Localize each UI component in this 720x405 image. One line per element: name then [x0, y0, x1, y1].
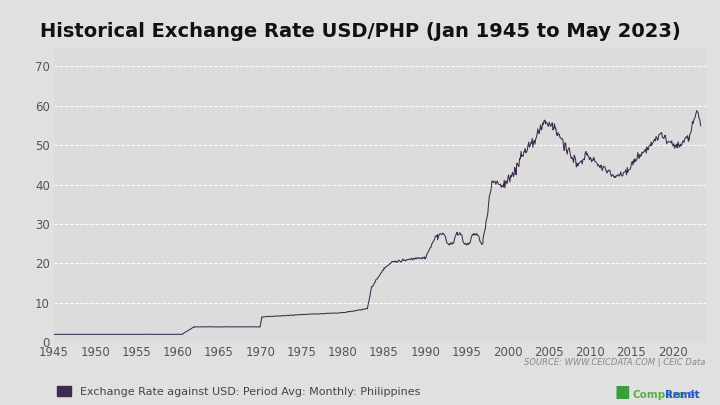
- Text: ®: ®: [688, 391, 696, 400]
- Text: ■: ■: [615, 383, 631, 401]
- Text: Compare: Compare: [632, 390, 685, 400]
- Text: SOURCE: WWW.CEICDATA.COM | CEIC Data: SOURCE: WWW.CEICDATA.COM | CEIC Data: [524, 358, 706, 367]
- Legend: Exchange Rate against USD: Period Avg: Monthly: Philippines: Exchange Rate against USD: Period Avg: M…: [53, 382, 425, 401]
- Text: Remit: Remit: [665, 390, 700, 400]
- Text: Historical Exchange Rate USD/PHP (Jan 1945 to May 2023): Historical Exchange Rate USD/PHP (Jan 19…: [40, 22, 680, 41]
